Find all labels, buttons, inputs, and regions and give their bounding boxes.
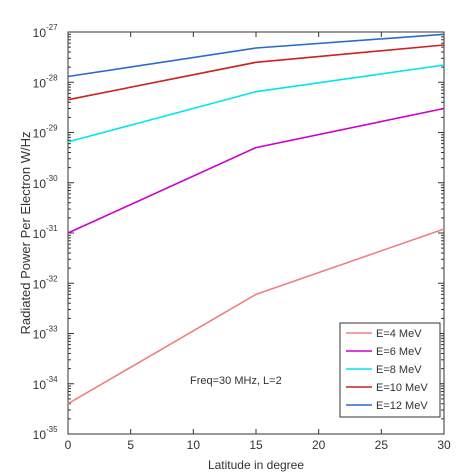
- y-tick-base: 10: [33, 428, 47, 442]
- y-tick-exponent: -30: [46, 174, 58, 183]
- y-tick-label: 10 -27: [33, 23, 58, 40]
- legend: E=4 MeV E=6 MeV E=8 MeV E=10 MeV E=12 MeV: [339, 322, 441, 418]
- x-axis: 0 5 10 15 20 25 30: [65, 32, 451, 452]
- y-tick-base: 10: [33, 76, 47, 90]
- y-tick-label: 10 -32: [33, 274, 58, 291]
- series-line-e-10-mev: [67, 44, 445, 101]
- y-tick-label: 10 -29: [33, 124, 58, 141]
- x-tick-label: 15: [249, 438, 263, 452]
- y-axis: 10-3510-3410-3310-3210-3110-3010-2910-28…: [33, 23, 444, 442]
- y-tick-base: 10: [33, 127, 47, 141]
- y-tick-label: 10 -34: [33, 375, 58, 392]
- y-tick-base: 10: [33, 328, 47, 342]
- y-tick-base: 10: [33, 177, 47, 191]
- y-tick-label: 10 -31: [33, 224, 58, 241]
- y-tick-exponent: -27: [46, 23, 58, 32]
- series-line-e-6-mev: [67, 107, 445, 234]
- y-tick-exponent: -34: [46, 375, 58, 384]
- legend-label-e-10-mev: E=10 MeV: [376, 382, 428, 394]
- x-tick-label: 20: [312, 438, 326, 452]
- x-tick-label: 30: [437, 438, 451, 452]
- y-axis-label: Radiated Power Per Electron W/Hz: [18, 131, 33, 334]
- y-tick-base: 10: [33, 26, 47, 40]
- legend-label-e-4-mev: E=4 MeV: [376, 328, 422, 340]
- series-line-e-4-mev: [67, 228, 445, 405]
- y-tick-label: 10 -28: [33, 73, 58, 90]
- y-tick-base: 10: [33, 227, 47, 241]
- series-line-e-8-mev: [67, 64, 445, 143]
- legend-label-e-6-mev: E=6 MeV: [376, 346, 422, 358]
- annotation: Freq=30 MHz, L=2: [190, 375, 282, 387]
- x-tick-label: 25: [375, 438, 389, 452]
- legend-label-e-12-mev: E=12 MeV: [376, 400, 428, 412]
- y-tick-label: 10 -33: [33, 325, 58, 342]
- legend-box: [339, 322, 441, 418]
- y-tick-exponent: -32: [46, 274, 58, 283]
- y-tick-exponent: -31: [46, 224, 58, 233]
- y-tick-base: 10: [33, 378, 47, 392]
- legend-label-e-8-mev: E=8 MeV: [376, 364, 422, 376]
- y-tick-exponent: -33: [46, 325, 58, 334]
- y-tick-label: 10 -30: [33, 174, 58, 191]
- x-tick-label: 5: [127, 438, 134, 452]
- series-line-e-12-mev: [67, 33, 445, 78]
- y-tick-exponent: -29: [46, 124, 58, 133]
- series-lines: [67, 33, 445, 405]
- y-tick-exponent: -35: [46, 425, 58, 434]
- x-axis-label: Latitude in degree: [208, 458, 304, 472]
- y-tick-exponent: -28: [46, 73, 58, 82]
- y-tick-base: 10: [33, 277, 47, 291]
- y-tick-label: 10 -35: [33, 425, 58, 442]
- x-tick-label: 10: [187, 438, 201, 452]
- x-tick-label: 0: [65, 438, 72, 452]
